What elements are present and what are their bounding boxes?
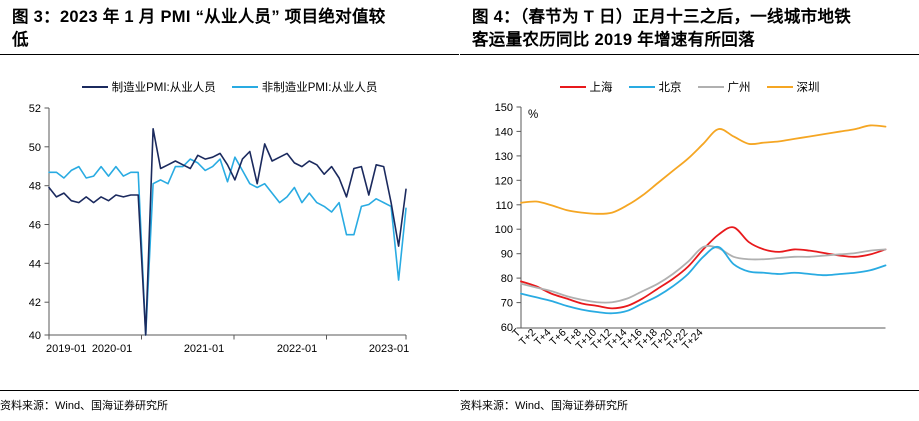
svg-text:150: 150 (495, 102, 513, 114)
svg-text:50: 50 (29, 142, 41, 154)
svg-text:70: 70 (501, 298, 513, 310)
svg-text:46: 46 (29, 220, 41, 232)
svg-text:2020-01: 2020-01 (92, 343, 132, 355)
svg-text:42: 42 (29, 297, 41, 309)
svg-text:%: % (528, 109, 538, 121)
svg-text:140: 140 (495, 126, 513, 138)
svg-text:2022-01: 2022-01 (277, 343, 317, 355)
svg-text:90: 90 (501, 249, 513, 261)
svg-text:100: 100 (495, 224, 513, 236)
svg-text:52: 52 (29, 103, 41, 115)
svg-text:48: 48 (29, 181, 41, 193)
svg-text:2021-01: 2021-01 (184, 343, 224, 355)
svg-text:44: 44 (29, 258, 41, 270)
svg-text:110: 110 (495, 200, 513, 212)
svg-text:120: 120 (495, 175, 513, 187)
svg-text:80: 80 (501, 273, 513, 285)
svg-text:2023-01: 2023-01 (369, 343, 409, 355)
svg-text:130: 130 (495, 151, 513, 163)
svg-text:2019-01: 2019-01 (46, 343, 86, 355)
svg-text:40: 40 (29, 330, 41, 342)
